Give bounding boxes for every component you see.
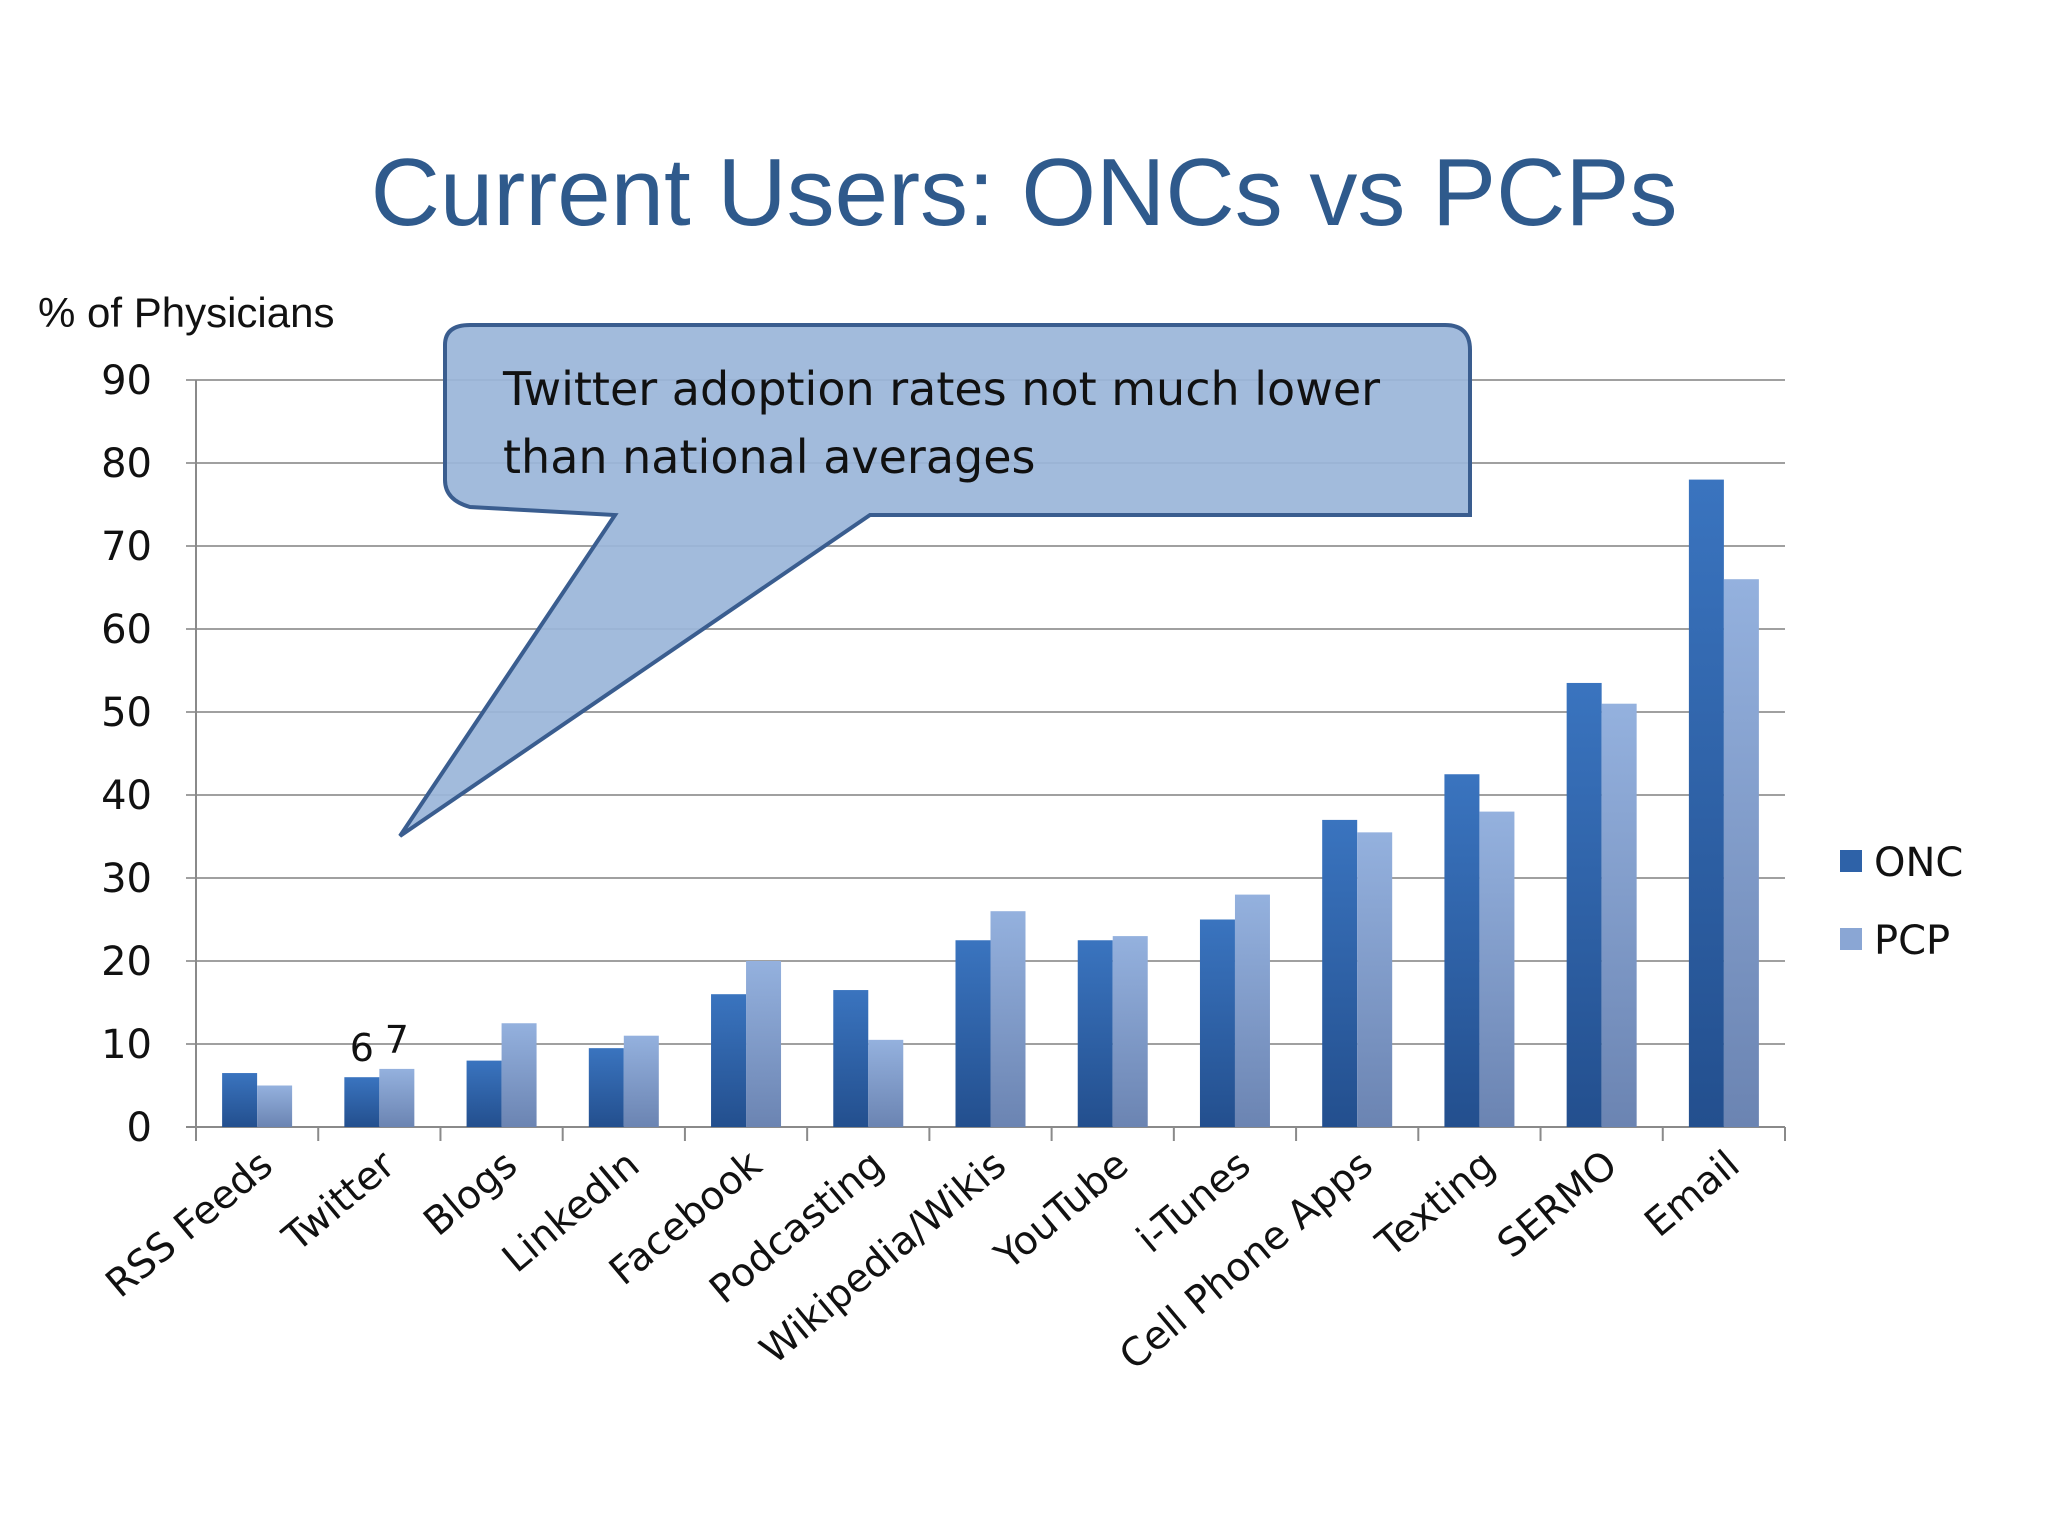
pcp-bar [990,911,1026,1127]
onc-bar [1566,682,1602,1127]
y-tick-label: 90 [101,358,152,404]
legend-swatch [1840,928,1862,950]
pcp-bar [257,1085,293,1127]
pcp-bar [1357,832,1393,1127]
legend-label: ONC [1874,840,1963,886]
y-tick-label: 80 [101,441,152,487]
legend-swatch [1840,850,1862,872]
pcp-bar [501,1023,537,1127]
y-tick-label: 30 [101,856,152,902]
x-tick-label: SERMO [1489,1142,1626,1267]
pcp-bar [1723,579,1759,1127]
onc-bar [1444,774,1480,1127]
pcp-bar [1479,811,1515,1127]
x-tick-label: YouTube [986,1142,1137,1279]
onc-bar [1322,819,1358,1127]
onc-bar [588,1048,624,1127]
onc-bar [344,1077,380,1127]
pcp-bar [868,1039,904,1127]
y-tick-label: 40 [101,773,152,819]
x-tick-label: RSS Feeds [98,1142,282,1307]
pcp-bar [379,1068,415,1127]
onc-bar [1077,940,1113,1127]
y-tick-label: 20 [101,939,152,985]
y-tick-label: 10 [101,1022,152,1068]
y-tick-label: 0 [127,1105,152,1151]
onc-bar [1199,919,1235,1127]
y-axis-label: % of Physicians [38,289,334,336]
speech-callout: Twitter adoption rates not much lower th… [398,323,1472,838]
onc-bar [955,940,991,1127]
pcp-bar [623,1035,659,1127]
callout-line-1: Twitter adoption rates not much lower [502,362,1380,416]
onc-bar [466,1060,502,1127]
callout-line-2: than national averages [503,430,1035,484]
onc-bar [833,990,869,1127]
pcp-bar [1112,936,1148,1127]
y-tick-label: 60 [101,607,152,653]
legend-label: PCP [1874,918,1950,964]
onc-bar [1688,479,1724,1128]
x-tick-label: Blogs [415,1142,526,1245]
x-tick-label: Twitter [274,1142,405,1262]
onc-bar [711,994,747,1127]
pcp-bar [746,961,782,1127]
slide-title: Current Users: ONCs vs PCPs [371,139,1678,246]
x-tick-label: Texting [1368,1142,1504,1267]
data-label: 7 [385,1018,409,1062]
pcp-bar [1601,703,1637,1127]
bars [222,479,1759,1128]
x-tick-label: Email [1636,1142,1748,1246]
pcp-bar [1234,894,1270,1127]
y-tick-label: 70 [101,524,152,570]
callout-bubble [398,323,1472,838]
onc-bar [222,1073,258,1127]
y-tick-labels: 0 10 20 30 40 50 60 70 80 90 [101,358,152,1151]
y-tick-label: 50 [101,690,152,736]
data-label: 6 [350,1026,374,1070]
legend: ONC PCP [1840,840,1963,964]
